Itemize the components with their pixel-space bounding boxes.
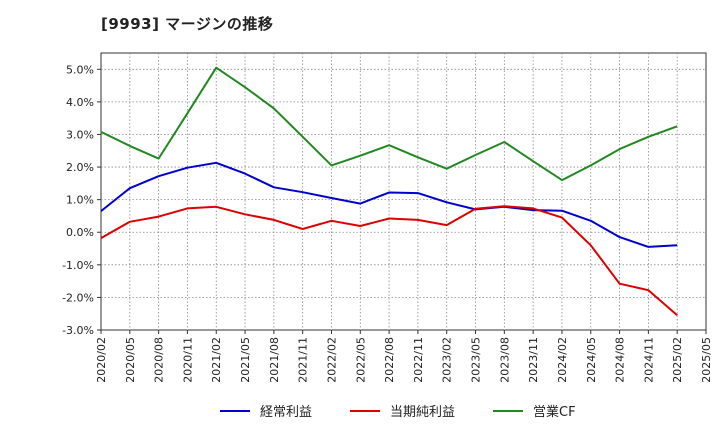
x-tick-label: 2025/05 [700,337,713,383]
series-line [100,205,678,317]
x-tick-label: 2024/08 [614,337,627,383]
y-tick-label: 3.0% [66,128,94,141]
x-tick-label: 2025/02 [671,337,684,383]
x-tick-label: 2021/08 [268,337,281,383]
legend-label: 当期純利益 [390,405,455,420]
y-tick-label: 5.0% [66,63,94,76]
y-tick-label: 0.0% [66,226,94,239]
x-tick-label: 2022/11 [412,337,425,383]
legend-label: 経常利益 [260,405,312,420]
x-tick-label: 2024/11 [642,337,655,383]
y-axis-ticks: 5.0% 4.0% 3.0% 2.0% 1.0% 0.0% -1.0% -2.0% -3.0% [62,63,101,337]
x-axis-ticks: 2020/02 2020/05 2020/08 2020/11 2021/02 2021/… [95,330,713,383]
series-line [100,161,678,248]
x-tick-label: 2022/05 [354,337,367,383]
x-tick-label: 2023/11 [527,337,540,383]
y-tick-label: 2.0% [66,161,94,174]
chart-title: [9993] マージンの推移 [101,15,274,33]
x-tick-label: 2020/05 [124,337,137,383]
x-tick-label: 2020/11 [181,337,194,383]
series-line [100,66,678,182]
x-tick-label: 2022/02 [325,337,338,383]
x-tick-label: 2021/11 [297,337,310,383]
y-tick-label: -1.0% [62,259,94,272]
legend-label: 営業CF [533,404,576,420]
x-tick-label: 2021/05 [239,337,252,383]
plot-area [100,52,707,331]
x-tick-label: 2023/08 [498,337,511,383]
x-tick-label: 2023/02 [441,337,454,383]
x-tick-label: 2022/08 [383,337,396,383]
series-lines [100,66,678,317]
x-tick-label: 2020/08 [153,337,166,383]
y-tick-label: 4.0% [66,96,94,109]
x-tick-label: 2023/05 [470,337,483,383]
x-tick-label: 2024/02 [556,337,569,383]
legend: 経常利益 当期純利益 営業CF [220,404,576,420]
x-tick-label: 2021/02 [210,337,223,383]
y-tick-label: 1.0% [66,194,94,207]
x-tick-label: 2024/05 [585,337,598,383]
y-tick-label: -3.0% [62,324,94,337]
y-tick-label: -2.0% [62,291,94,304]
x-tick-label: 2020/02 [95,337,108,383]
